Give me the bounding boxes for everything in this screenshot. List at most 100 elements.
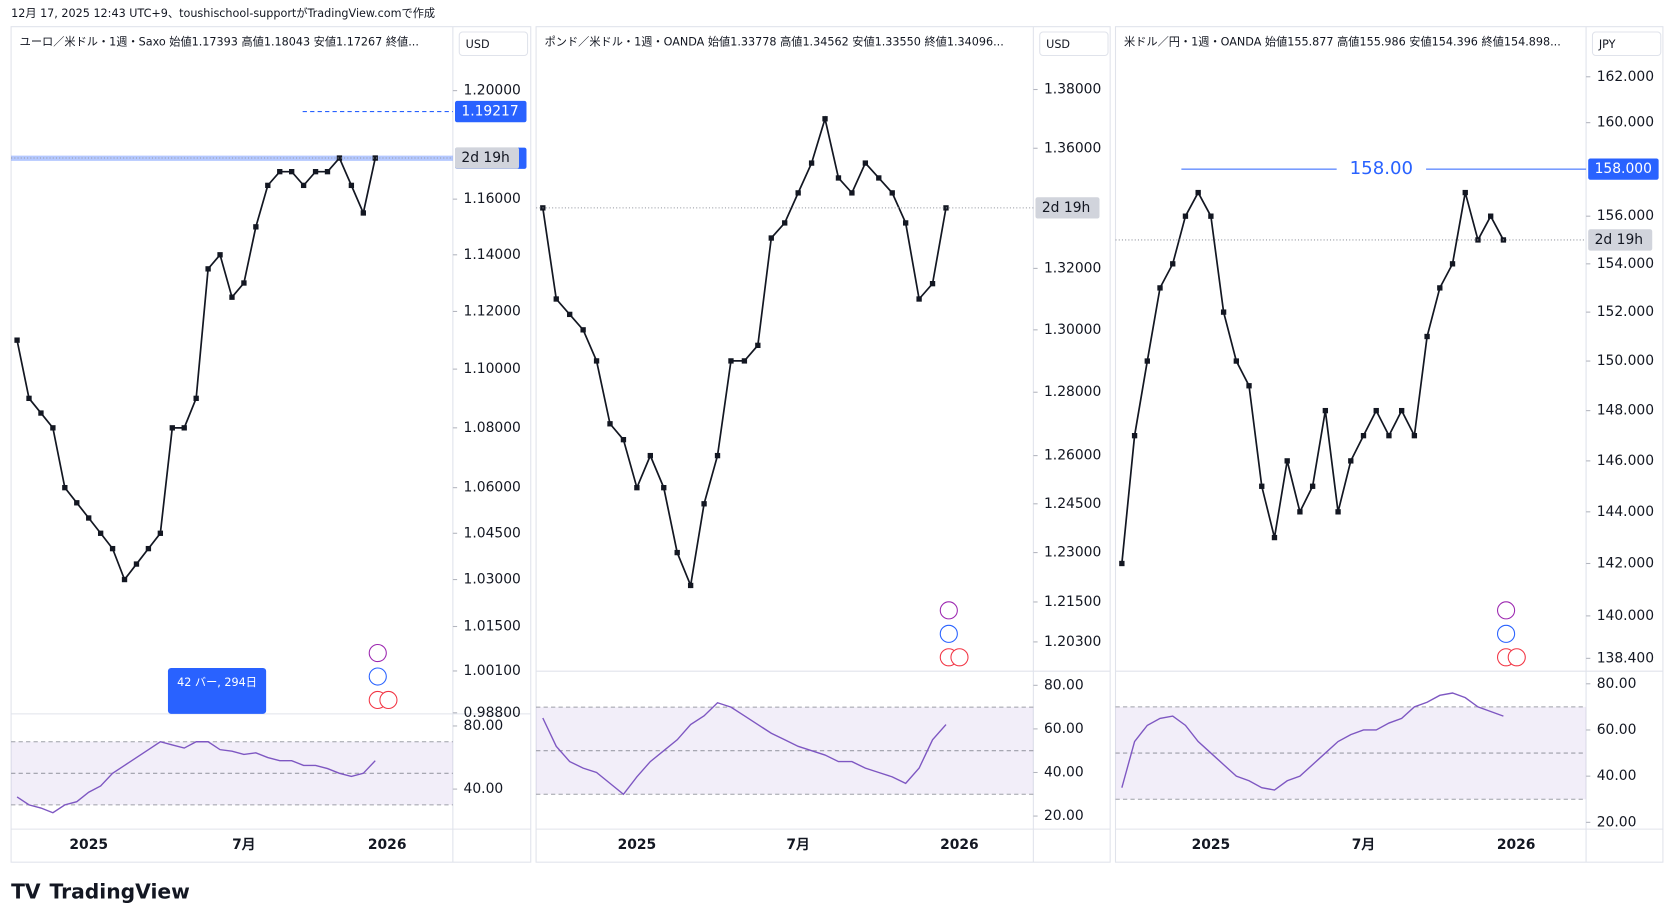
price-point — [1220, 309, 1227, 315]
price-line-series — [16, 156, 377, 582]
price-point — [674, 549, 680, 556]
price-point — [360, 210, 366, 216]
y-tick-label: 1.28000 — [1044, 384, 1101, 400]
y-tick-label: 1.03000 — [464, 572, 521, 588]
price-point — [1119, 560, 1125, 567]
event-icon — [939, 624, 958, 643]
y-tick-label: 1.10000 — [464, 361, 521, 377]
price-point — [348, 182, 355, 189]
price-point — [634, 485, 640, 491]
y-tick-label: 1.06000 — [464, 480, 521, 496]
price-annotation: 158.00 — [1350, 158, 1413, 179]
y-tick-label: 1.32000 — [1044, 260, 1101, 276]
price-point — [835, 175, 842, 181]
price-point — [74, 500, 80, 506]
price-point — [1386, 433, 1392, 439]
countdown-box — [1588, 229, 1653, 251]
panel-frame — [10, 26, 532, 863]
y-tick-label: 146.000 — [1597, 453, 1654, 469]
currency-label: USD — [1046, 38, 1070, 51]
price-point — [97, 530, 104, 536]
price-point — [1437, 285, 1443, 291]
x-tick-label: 2025 — [1192, 837, 1231, 853]
price-point — [193, 395, 199, 402]
price-point — [1462, 189, 1468, 196]
price-tag-label: 1.19217 — [461, 104, 518, 120]
price-tag — [1588, 158, 1659, 180]
price-point — [902, 220, 909, 226]
rsi-tick-label: 40.00 — [464, 781, 504, 797]
price-point — [701, 501, 707, 507]
price-point — [889, 190, 895, 196]
price-point — [1144, 358, 1150, 364]
price-point — [687, 582, 694, 589]
rsi-tick-label: 40.00 — [1597, 768, 1637, 784]
y-tick-label: 148.000 — [1597, 403, 1654, 419]
price-point — [38, 410, 44, 416]
price-point — [808, 160, 815, 166]
price-point — [300, 182, 307, 189]
rsi-tick-label: 80.00 — [464, 718, 504, 734]
price-point — [1259, 483, 1265, 489]
brand-logo: TV TradingView — [11, 880, 190, 904]
price-point — [607, 421, 613, 427]
event-icon — [379, 690, 398, 710]
y-tick-label: 1.23000 — [1044, 545, 1101, 561]
y-tick-label: 1.00100 — [464, 663, 521, 679]
price-point — [728, 358, 734, 364]
y-tick-label: 144.000 — [1597, 504, 1654, 520]
y-tick-label: 1.16000 — [464, 191, 521, 207]
currency-box — [1039, 31, 1109, 57]
price-point — [714, 452, 721, 459]
price-point — [14, 337, 20, 343]
price-point — [289, 169, 295, 175]
event-icon — [950, 648, 969, 667]
price-point — [661, 485, 667, 491]
y-tick-label: 160.000 — [1597, 115, 1654, 131]
price-point — [1246, 383, 1252, 389]
currency-box — [458, 31, 529, 57]
countdown-label: 2d 19h — [1595, 232, 1643, 248]
price-point — [849, 190, 855, 196]
x-tick-label: 2026 — [368, 837, 407, 853]
rsi-tick-label: 60.00 — [1044, 721, 1084, 737]
currency-label: JPY — [1598, 38, 1616, 51]
y-tick-label: 1.21500 — [1044, 594, 1101, 610]
panel-title: ユーロ／米ドル・1週・Saxo 始値1.17393 高値1.18043 安値1.… — [20, 35, 419, 49]
price-point — [86, 515, 92, 521]
price-point — [205, 266, 211, 272]
price-point — [822, 116, 828, 122]
x-tick-label: 2026 — [940, 837, 979, 853]
measure-label: 42 バー, 294日 — [177, 676, 257, 689]
price-point — [1424, 333, 1430, 340]
x-tick-label: 7月 — [232, 837, 256, 853]
price-point — [50, 425, 56, 431]
price-point — [795, 190, 801, 196]
price-point — [1411, 433, 1418, 439]
y-tick-label: 1.38000 — [1044, 82, 1101, 98]
price-point — [1131, 433, 1138, 439]
price-point — [229, 294, 235, 300]
price-point — [741, 358, 748, 364]
x-tick-label: 2026 — [1497, 837, 1536, 853]
rsi-tick-label: 20.00 — [1044, 808, 1084, 824]
y-tick-label: 1.20300 — [1044, 634, 1101, 650]
price-point — [1297, 509, 1303, 515]
price-point — [1373, 407, 1379, 414]
price-point — [157, 530, 164, 536]
price-point — [1488, 213, 1494, 219]
price-point — [133, 561, 140, 567]
price-line-series — [1121, 190, 1505, 564]
y-tick-label: 1.12000 — [464, 303, 521, 319]
price-point — [253, 224, 259, 230]
countdown-box — [1035, 197, 1100, 219]
rsi-tick-label: 20.00 — [1597, 814, 1637, 830]
panel-title: ポンド／米ドル・1週・OANDA 始値1.33778 高値1.34562 安値1… — [545, 35, 1004, 49]
y-tick-label: 138.400 — [1597, 650, 1654, 666]
price-point — [372, 155, 378, 161]
event-icon — [368, 643, 387, 663]
price-point — [567, 311, 573, 318]
y-tick-label: 154.000 — [1597, 256, 1654, 272]
header-caption: 12月 17, 2025 12:43 UTC+9、toushischool-su… — [11, 6, 435, 20]
y-tick-label: 1.36000 — [1044, 140, 1101, 156]
